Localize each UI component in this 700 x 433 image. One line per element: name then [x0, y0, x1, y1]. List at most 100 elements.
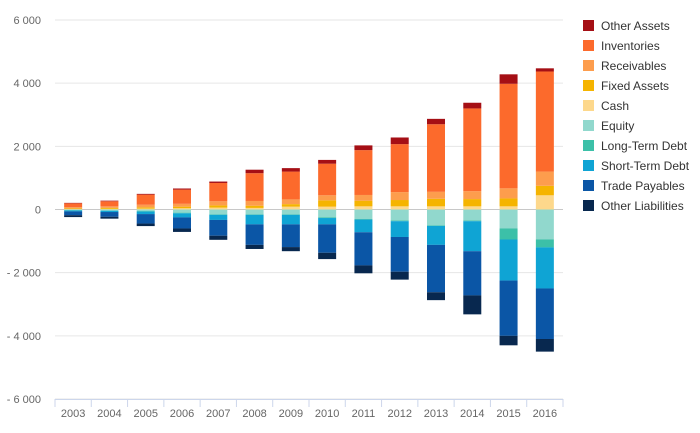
bar-segment: [100, 209, 118, 210]
legend-label: Fixed Assets: [601, 79, 669, 93]
bar-segment: [318, 164, 336, 196]
gridlines: [55, 20, 563, 399]
bar-segment: [354, 201, 372, 207]
bar-segment: [100, 217, 118, 219]
bar-segment: [391, 237, 409, 272]
bar-segment: [354, 145, 372, 150]
bar-segment: [64, 203, 82, 207]
bar-segment: [64, 210, 82, 211]
bar-segment: [209, 201, 227, 205]
bar-segment: [64, 207, 82, 208]
bar-segment: [318, 207, 336, 210]
bar-segment: [318, 200, 336, 206]
bar-segment: [209, 220, 227, 236]
bar-segment: [282, 215, 300, 224]
bar-segment: [500, 281, 518, 336]
bar-segment: [100, 201, 118, 202]
bar-segment: [282, 224, 300, 247]
bar-segment: [391, 192, 409, 200]
bar-segment: [173, 228, 191, 231]
bar-segment: [463, 251, 481, 295]
bar-segment: [354, 195, 372, 201]
legend-label: Short-Term Debt: [601, 159, 690, 173]
stacked-bar-chart: - 6 000- 4 000- 2 00002 0004 0006 000 20…: [0, 0, 700, 433]
legend-swatch: [583, 160, 594, 171]
bar-segment: [173, 213, 191, 214]
legend-label: Other Assets: [601, 19, 670, 33]
bar-segment: [246, 210, 264, 215]
y-tick-label: 6 000: [13, 15, 41, 27]
bar-segment: [500, 228, 518, 239]
legend-swatch: [583, 40, 594, 51]
legend-label: Trade Payables: [601, 179, 685, 193]
legend-swatch: [583, 140, 594, 151]
bar-segment: [427, 225, 445, 226]
bar-segment: [173, 207, 191, 209]
bar-segment: [173, 188, 191, 189]
bar-segment: [427, 192, 445, 199]
bar-segment: [209, 236, 227, 240]
legend-swatch: [583, 100, 594, 111]
bar-segment: [354, 219, 372, 220]
bar-segment: [500, 188, 518, 198]
bar-segment: [173, 217, 191, 228]
bar-segment: [64, 211, 82, 215]
bar-segment: [354, 206, 372, 209]
bar-segment: [100, 212, 118, 217]
bar-segment: [282, 247, 300, 251]
bar-segment: [536, 68, 554, 71]
bar-segment: [282, 210, 300, 215]
x-tick-label: 2014: [460, 408, 484, 420]
legend-label: Long-Term Debt: [601, 139, 688, 153]
y-tick-label: - 6 000: [7, 394, 41, 406]
bar-segment: [391, 144, 409, 192]
bar-segment: [246, 215, 264, 224]
bar-segment: [536, 339, 554, 352]
legend-swatch: [583, 180, 594, 191]
bar-segment: [427, 199, 445, 207]
bar-segment: [282, 207, 300, 210]
y-tick-label: 2 000: [13, 141, 41, 153]
bar-segment: [246, 224, 264, 245]
bar-segment: [137, 209, 155, 210]
bar-segment: [391, 206, 409, 209]
bar-segment: [463, 103, 481, 109]
bar-segment: [282, 172, 300, 200]
x-tick-label: 2011: [352, 408, 376, 420]
bar-segment: [500, 206, 518, 209]
bar-segment: [427, 124, 445, 192]
x-tick-label: 2013: [424, 408, 448, 420]
bar-segment: [173, 213, 191, 217]
bar-segment: [463, 199, 481, 206]
x-tick-label: 2008: [242, 408, 266, 420]
bar-segment: [209, 215, 227, 220]
bar-segment: [463, 191, 481, 199]
legend-swatch: [583, 120, 594, 131]
bar-segment: [318, 160, 336, 164]
bar-segment: [209, 210, 227, 215]
bar-segment: [318, 224, 336, 252]
bar-segment: [318, 253, 336, 259]
legend-label: Inventories: [601, 39, 660, 53]
bar-segment: [500, 74, 518, 83]
bar-segment: [463, 210, 481, 221]
bar-segment: [209, 183, 227, 201]
bar-segment: [209, 214, 227, 215]
bar-segment: [391, 210, 409, 221]
bar-segment: [282, 168, 300, 171]
bar-segment: [137, 207, 155, 208]
bar-segment: [500, 240, 518, 281]
bar-segment: [391, 200, 409, 206]
legend: Other Assets Inventories Receivables Fixed …: [583, 19, 690, 213]
bar-segment: [100, 211, 118, 212]
bar-segment: [246, 173, 264, 201]
bar-segment: [391, 221, 409, 237]
bar-segment: [354, 210, 372, 219]
bar-segment: [354, 220, 372, 233]
bar-segment: [427, 292, 445, 300]
legend-swatch: [583, 20, 594, 31]
bar-segment: [100, 210, 118, 211]
bar-segment: [64, 210, 82, 211]
bar-segment: [246, 214, 264, 215]
bar-segment: [209, 208, 227, 210]
